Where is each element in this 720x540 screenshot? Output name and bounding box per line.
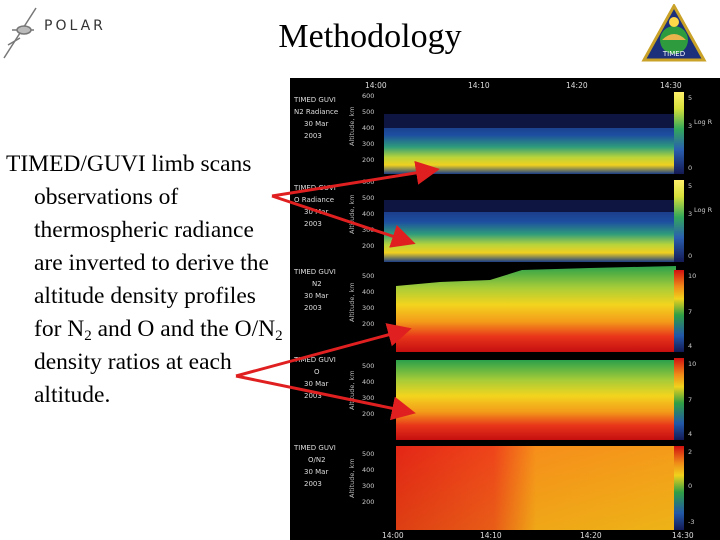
polar-satellite-icon	[3, 7, 37, 59]
guvi-figure: 14:00 14:10 14:20 14:30 TIMED GUVI N2 Ra…	[290, 78, 720, 540]
n2-subscript: 2	[84, 328, 92, 344]
panel-label: O/N2	[308, 456, 326, 464]
altitude-ticks: 600 500 400 300 200 600 500 400 300 200 …	[362, 92, 374, 506]
panel-label: N2 Radiance	[294, 108, 338, 116]
svg-text:200: 200	[362, 410, 374, 418]
timed-logo: TIMED	[640, 2, 708, 66]
svg-text:500: 500	[362, 194, 374, 202]
svg-text:0: 0	[688, 252, 692, 260]
panel-label: 2003	[304, 392, 322, 400]
svg-text:Altitude, km: Altitude, km	[348, 282, 356, 322]
svg-text:500: 500	[362, 272, 374, 280]
panel-label: 30 Mar	[304, 468, 328, 476]
polar-logo: POLAR	[0, 0, 110, 64]
panel-label: 30 Mar	[304, 120, 328, 128]
svg-text:3: 3	[688, 210, 692, 218]
svg-text:300: 300	[362, 226, 374, 234]
svg-text:5: 5	[688, 94, 692, 102]
svg-text:600: 600	[362, 92, 374, 100]
colorbar-labels: 5 3 0 Log R 5 3 0 Log R 10 7 4 10 7 4 2 …	[688, 94, 713, 526]
panel-label: 2003	[304, 220, 322, 228]
panel-label: 2003	[304, 304, 322, 312]
slide-title: Methodology	[278, 18, 462, 55]
timed-logo-text: TIMED	[662, 50, 685, 58]
panel-label: 30 Mar	[304, 208, 328, 216]
svg-text:500: 500	[362, 362, 374, 370]
panel-o-n2-ratio	[396, 446, 684, 530]
svg-text:7: 7	[688, 396, 692, 404]
body-text-part3: density ratios at each altitude.	[34, 349, 232, 408]
body-text-part1: TIMED/GUVI limb scans observations of th…	[6, 151, 269, 342]
panel-label: TIMED GUVI	[293, 268, 336, 276]
top-time-label: 14:10	[468, 81, 490, 90]
svg-text:7: 7	[688, 308, 692, 316]
svg-text:Altitude, km: Altitude, km	[348, 458, 356, 498]
bottom-time-label: 14:10	[480, 531, 502, 540]
svg-text:10: 10	[688, 360, 696, 368]
svg-text:10: 10	[688, 272, 696, 280]
svg-text:2: 2	[688, 448, 692, 456]
svg-text:400: 400	[362, 466, 374, 474]
svg-text:4: 4	[688, 342, 692, 350]
svg-text:3: 3	[688, 122, 692, 130]
panel-label: 2003	[304, 480, 322, 488]
svg-text:300: 300	[362, 140, 374, 148]
body-text-part2: and O and the O/N	[91, 316, 276, 342]
svg-text:0: 0	[688, 164, 692, 172]
svg-text:500: 500	[362, 108, 374, 116]
svg-text:400: 400	[362, 288, 374, 296]
svg-text:200: 200	[362, 242, 374, 250]
bottom-time-label: 14:30	[672, 531, 694, 540]
timed-mission-patch-icon: TIMED	[641, 2, 707, 62]
svg-text:0: 0	[688, 482, 692, 490]
svg-text:300: 300	[362, 482, 374, 490]
svg-text:200: 200	[362, 156, 374, 164]
svg-text:300: 300	[362, 394, 374, 402]
panel-labels: TIMED GUVI N2 Radiance 30 Mar 2003 TIMED…	[293, 96, 338, 488]
svg-text:400: 400	[362, 124, 374, 132]
svg-text:400: 400	[362, 210, 374, 218]
panel-label: O Radiance	[294, 196, 334, 204]
svg-text:600: 600	[362, 178, 374, 186]
panel-label: 30 Mar	[304, 292, 328, 300]
panel-label: 30 Mar	[304, 380, 328, 388]
svg-text:Log R: Log R	[694, 118, 713, 126]
top-time-label: 14:30	[660, 81, 682, 90]
panel-n2-density	[396, 266, 684, 352]
on2-subscript: 2	[275, 328, 283, 344]
polar-logo-text: POLAR	[44, 18, 106, 34]
top-time-label: 14:20	[566, 81, 588, 90]
panel-label: TIMED GUVI	[293, 96, 336, 104]
panel-label: TIMED GUVI	[293, 184, 336, 192]
svg-text:-3: -3	[688, 518, 694, 526]
svg-text:Altitude, km: Altitude, km	[348, 106, 356, 146]
top-time-label: 14:00	[365, 81, 387, 90]
svg-text:200: 200	[362, 498, 374, 506]
panel-label: 2003	[304, 132, 322, 140]
svg-text:4: 4	[688, 430, 692, 438]
altitude-axis-labels: Altitude, km Altitude, km Altitude, km A…	[348, 106, 356, 498]
svg-text:Altitude, km: Altitude, km	[348, 194, 356, 234]
panel-label: TIMED GUVI	[293, 356, 336, 364]
svg-text:Altitude, km: Altitude, km	[348, 370, 356, 410]
panel-o-density	[396, 358, 684, 440]
panel-n2-radiance	[384, 92, 684, 174]
bottom-time-label: 14:20	[580, 531, 602, 540]
bottom-time-label: 14:00	[382, 531, 404, 540]
top-time-axis: 14:00 14:10 14:20 14:30	[365, 81, 682, 90]
bottom-time-axis: 14:00 14:10 14:20 14:30	[382, 531, 694, 540]
panel-label: O	[314, 368, 320, 376]
panel-o-radiance	[384, 180, 684, 262]
body-paragraph: TIMED/GUVI limb scans observations of th…	[6, 148, 288, 412]
svg-text:5: 5	[688, 182, 692, 190]
svg-text:400: 400	[362, 378, 374, 386]
panel-label: TIMED GUVI	[293, 444, 336, 452]
svg-text:200: 200	[362, 320, 374, 328]
svg-text:Log R: Log R	[694, 206, 713, 214]
svg-text:300: 300	[362, 304, 374, 312]
svg-text:500: 500	[362, 450, 374, 458]
panel-label: N2	[312, 280, 322, 288]
